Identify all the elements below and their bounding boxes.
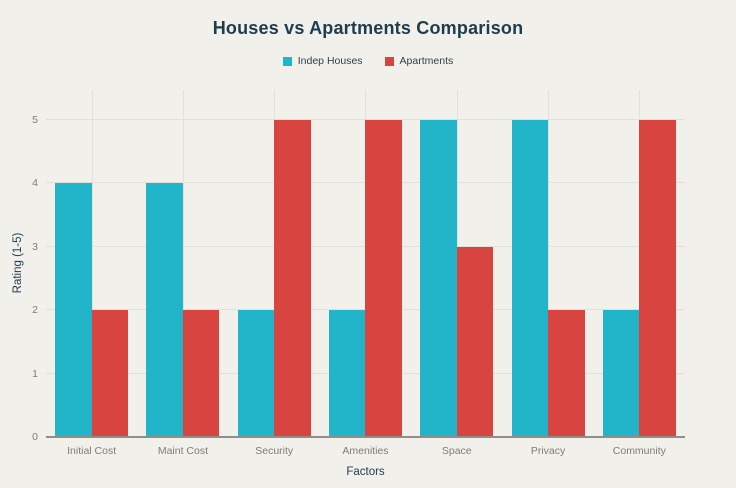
bar-apartments-privacy bbox=[548, 310, 585, 437]
bar-indep-houses-privacy bbox=[511, 119, 549, 437]
legend: Indep Houses Apartments bbox=[0, 55, 736, 67]
bar-group-space bbox=[411, 90, 502, 437]
bar-apartments-maint-cost bbox=[182, 310, 220, 437]
bar-apartments-initial-cost bbox=[91, 310, 129, 437]
y-axis-ticks: 0 1 2 3 4 5 bbox=[0, 90, 38, 443]
gridline-x-maint-cost bbox=[182, 90, 184, 437]
x-axis-line bbox=[46, 436, 685, 438]
bar-group-amenities bbox=[320, 90, 411, 437]
legend-item-indep-houses[interactable]: Indep Houses bbox=[282, 55, 363, 67]
y-tick-label-0: 0 bbox=[32, 431, 38, 443]
bar-apartments-community bbox=[639, 119, 676, 437]
legend-label: Indep Houses bbox=[297, 55, 363, 67]
bar-group-maint-cost bbox=[137, 90, 228, 437]
x-tick-label-privacy: Privacy bbox=[530, 445, 566, 457]
gridline-x-privacy bbox=[548, 90, 550, 437]
bar-group-community bbox=[594, 90, 685, 437]
x-tick-label-community: Community bbox=[612, 445, 666, 457]
bar-indep-houses-space bbox=[420, 119, 457, 437]
bar-group-privacy bbox=[502, 90, 593, 437]
y-tick-label-5: 5 bbox=[32, 113, 38, 126]
y-tick-label-1: 1 bbox=[32, 367, 38, 380]
x-axis-title: Factors bbox=[346, 466, 385, 478]
plot-area bbox=[46, 90, 685, 438]
bar-indep-houses-maint-cost bbox=[146, 183, 183, 437]
gridline-x-initial-cost bbox=[91, 90, 93, 437]
bar-indep-houses-initial-cost bbox=[55, 183, 92, 437]
legend-label: Apartments bbox=[399, 55, 454, 67]
bar-indep-houses-amenities bbox=[328, 310, 366, 437]
bar-group-security bbox=[229, 90, 320, 437]
y-axis-title: Rating (1-5) bbox=[12, 232, 24, 294]
bar-apartments-amenities bbox=[365, 119, 402, 437]
x-tick-label-maint-cost: Maint Cost bbox=[157, 445, 209, 457]
x-tick-label-amenities: Amenities bbox=[342, 445, 389, 457]
bar-group-initial-cost bbox=[46, 90, 137, 437]
x-tick-label-security: Security bbox=[255, 445, 294, 457]
x-tick-label-space: Space bbox=[441, 445, 472, 457]
legend-swatch-apartments bbox=[384, 56, 394, 66]
x-tick-label-initial-cost: Initial Cost bbox=[67, 445, 117, 457]
bar-indep-houses-security bbox=[237, 310, 275, 437]
legend-swatch-indep-houses bbox=[282, 56, 292, 66]
bar-indep-houses-community bbox=[602, 310, 640, 437]
y-tick-label-3: 3 bbox=[32, 240, 38, 253]
y-tick-label-2: 2 bbox=[32, 304, 38, 317]
bar-groups bbox=[46, 90, 685, 437]
bar-apartments-space bbox=[456, 246, 494, 437]
bar-apartments-security bbox=[274, 119, 311, 437]
x-axis-ticks: Initial Cost Maint Cost Security Amenities S… bbox=[46, 445, 685, 457]
legend-item-apartments[interactable]: Apartments bbox=[384, 55, 454, 67]
chart-title: Houses vs Apartments Comparison bbox=[212, 18, 524, 38]
y-tick-label-4: 4 bbox=[32, 177, 38, 190]
